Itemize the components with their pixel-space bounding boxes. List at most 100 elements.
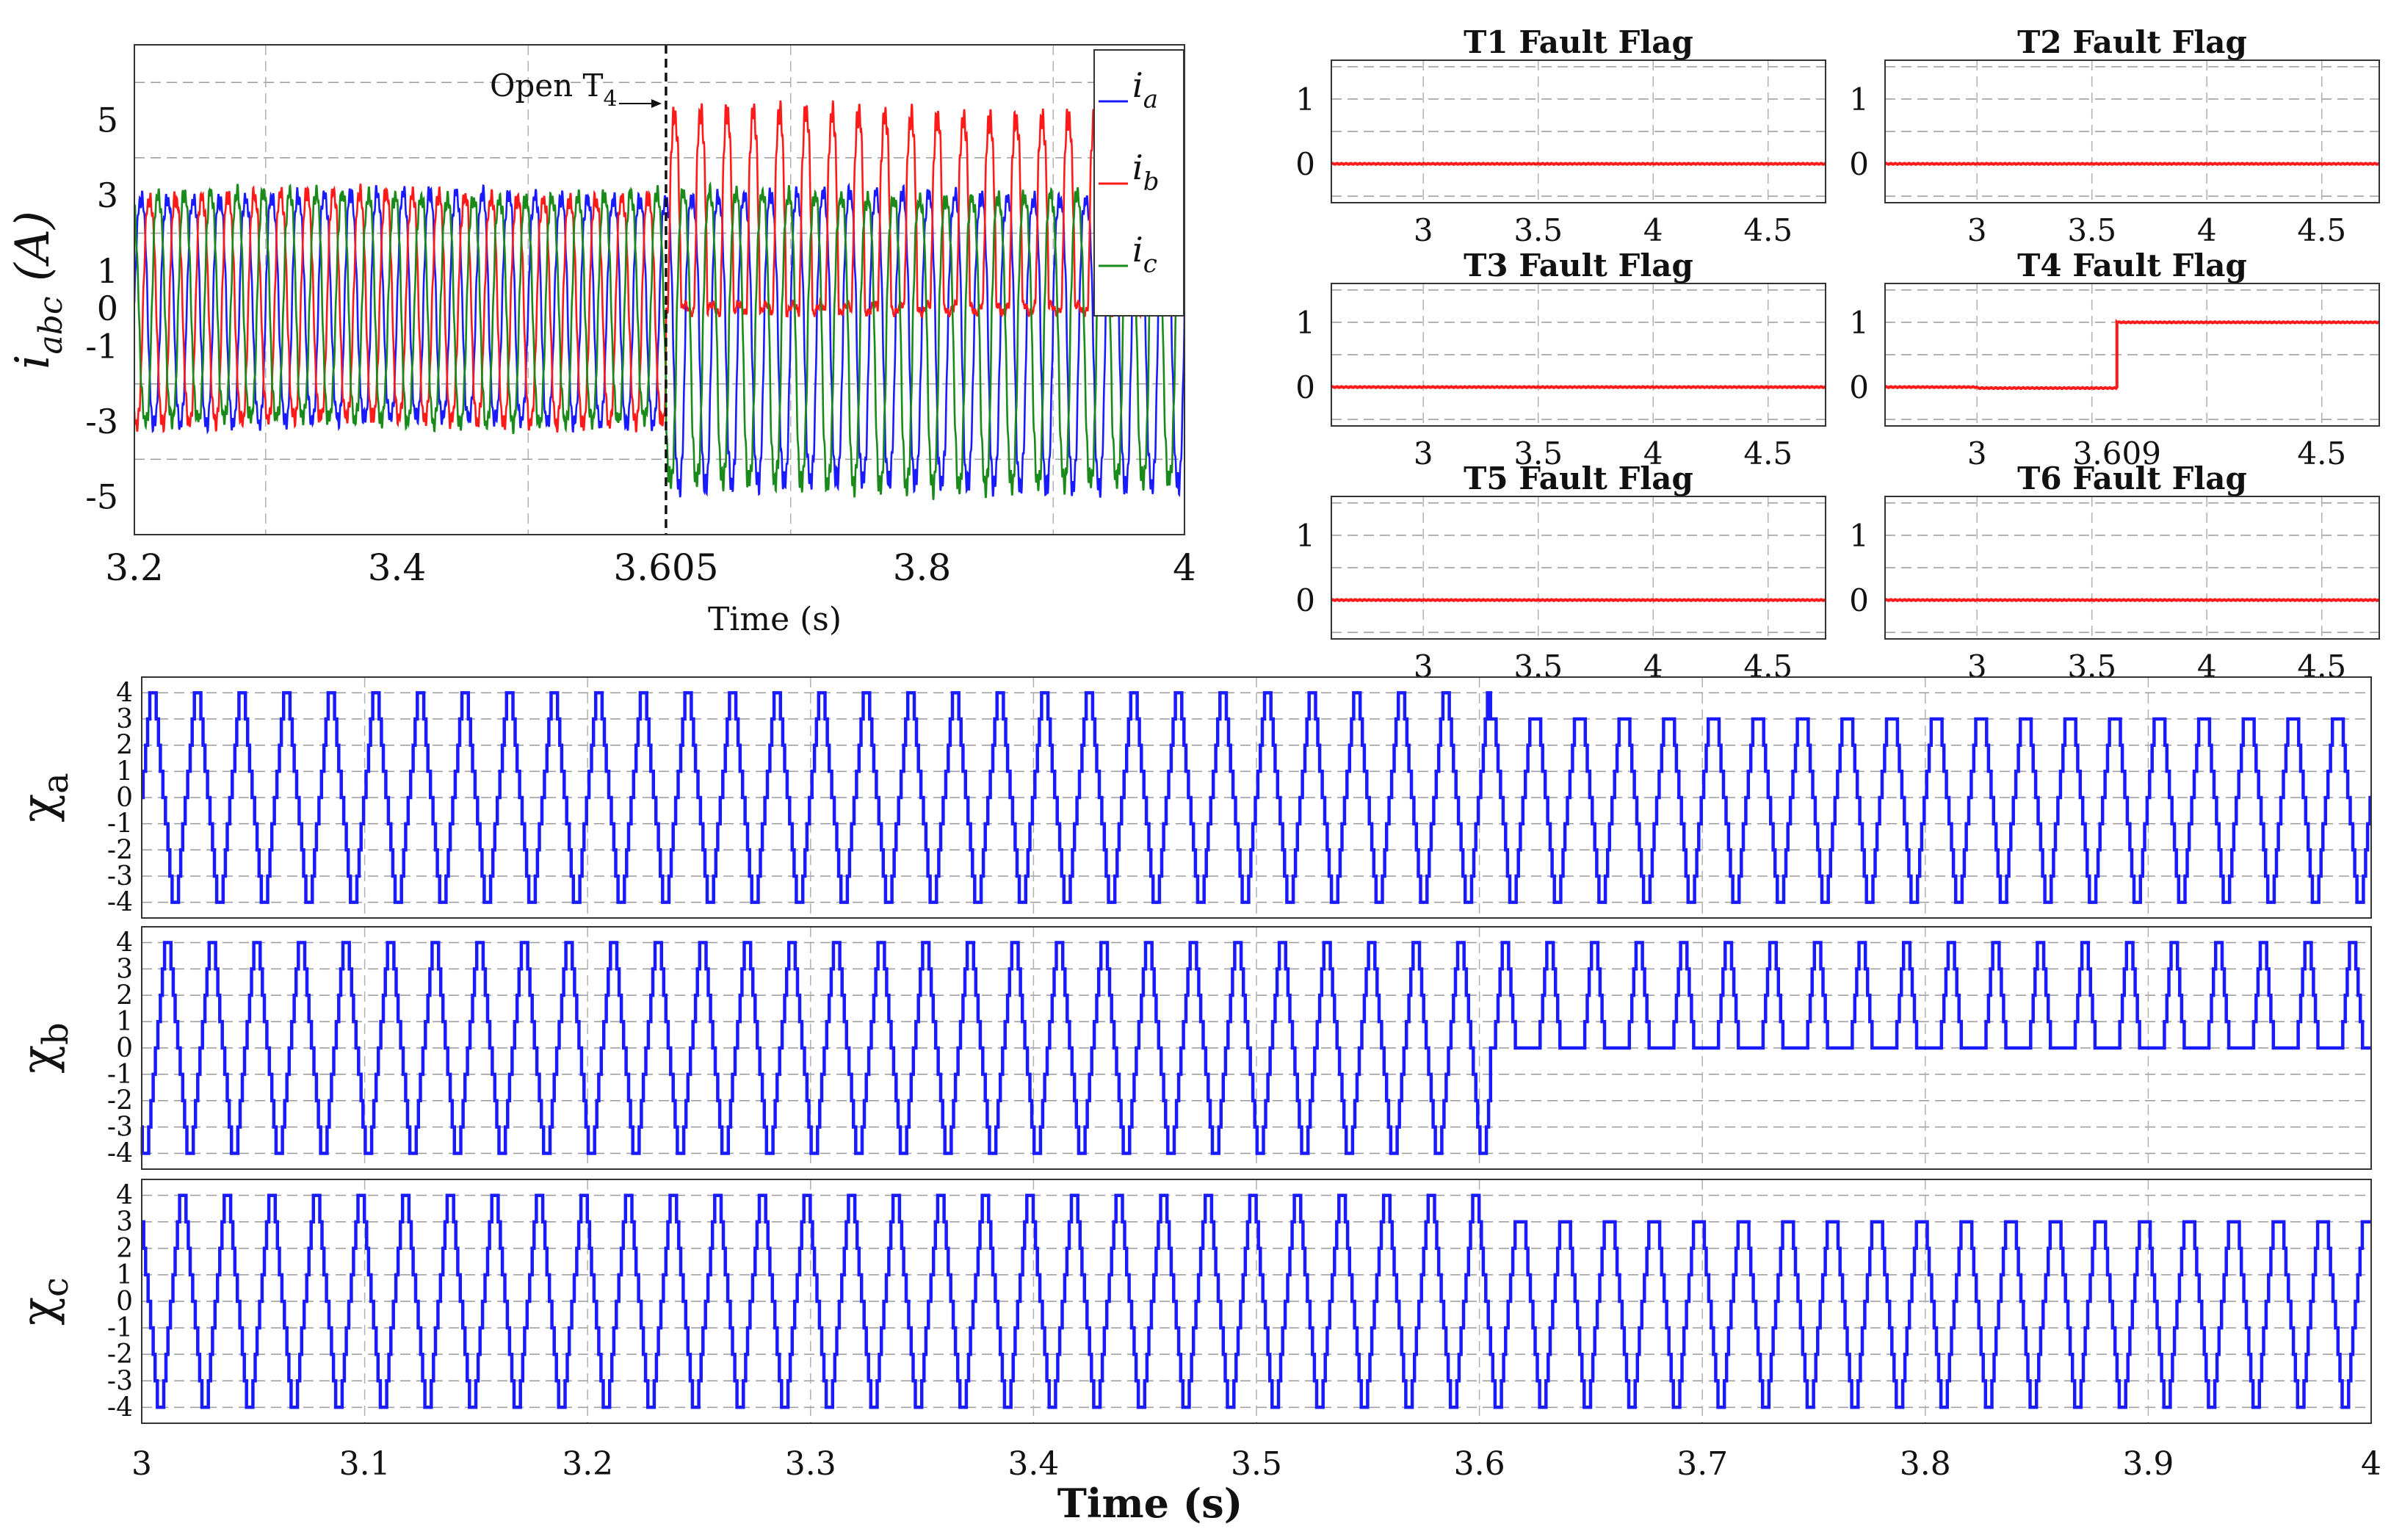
legend-label-ib-sub: b [1143,167,1160,197]
chi-ytick-a-4: 0 [116,783,133,813]
chi-xtick-0: 3 [131,1445,152,1483]
series-ic-line [134,181,1184,500]
chi-ytick-b-8: -4 [107,1138,133,1168]
flag-ytick-4-0: 1 [1849,305,1869,341]
currents-ylabel-main: i [6,355,60,369]
currents-ytick-1: 3 [97,176,118,215]
chi-ylabel-c: χc [12,1277,76,1326]
flag-frame-3 [1331,283,1826,427]
flag-ytick-4-1: 0 [1849,369,1869,405]
chi-ytick-c-0: 4 [116,1181,133,1211]
flag-frame-5 [1331,496,1826,640]
currents-ytick-5: -3 [85,402,118,441]
flag-ytick-2-1: 0 [1849,146,1869,182]
flag-xtick-4-1: 3.609 [2073,435,2161,471]
chi-ytick-c-5: -1 [107,1313,133,1343]
chi-ytick-a-3: 1 [116,756,133,787]
flag-title-1: T1 Fault Flag [1464,24,1693,60]
chi-ytick-c-8: -4 [107,1392,133,1422]
chi-signal-b [140,941,2371,1155]
chi-xtick-10: 4 [2361,1445,2381,1483]
chi-ytick-c-7: -3 [107,1366,133,1396]
chi-ytick-c-3: 1 [116,1260,133,1290]
chi-ytick-b-0: 4 [116,928,133,958]
chi-signal-c [142,1193,2371,1409]
legend-label-ia-main: i [1132,65,1143,105]
flag-signal-5 [1331,598,1826,603]
currents-ylabel-unit: (A) [6,211,60,297]
flag-signal-4 [1884,319,2380,391]
flag-frame-1 [1331,59,1826,203]
chi-xtick-4: 3.4 [1008,1445,1059,1483]
chi-ytick-b-7: -3 [107,1113,133,1143]
flag-ytick-2-0: 1 [1849,82,1869,118]
chi-xtick-6: 3.6 [1454,1445,1505,1483]
flag-ytick-6-1: 0 [1849,582,1869,618]
legend-label-ia: ia [1132,65,1158,115]
flag-signal-6 [1884,598,2380,603]
flag-ytick-1-1: 0 [1295,146,1315,182]
flag-xtick-4-2: 4.5 [2297,435,2346,471]
legend-label-ic: ic [1132,230,1157,279]
flag-title-4: T4 Fault Flag [2017,247,2247,283]
chi-xtick-3: 3.3 [785,1445,836,1483]
chi-frame-b [141,926,2372,1170]
chi-ytick-b-2: 2 [116,980,133,1011]
annotation-open-t4-main: Open T [490,68,604,104]
currents-xtick-1: 3.4 [368,546,427,589]
flag-xtick-1-2: 4 [1643,212,1663,248]
chi-ylabel-main-a: χ [12,794,66,823]
chi-ytick-a-1: 3 [116,704,133,734]
currents-ytick-3: 0 [97,289,118,328]
fault-flag-charts: T1 Fault Flag 1 0 3 3.5 4 4.5 T2 Fault Flag 1 0 3 3… [1295,24,2380,684]
flag-panel-1: T1 Fault Flag 1 0 3 3.5 4 4.5 [1295,24,1826,248]
flag-ytick-5-1: 0 [1295,582,1315,618]
flag-title-6: T6 Fault Flag [2017,460,2247,496]
currents-xtick-3: 3.8 [893,546,952,589]
legend-label-ib: ib [1132,148,1159,197]
chi-xlabel: Time (s) [1057,1480,1243,1527]
chi-ylabel-sub-a: a [35,773,76,794]
chi-ytick-a-7: -3 [107,861,133,892]
flag-xtick-2-2: 4 [2197,212,2217,248]
chi-xtick-1: 3.1 [339,1445,391,1483]
chi-ytick-a-0: 4 [116,678,133,708]
legend-label-ic-main: i [1132,230,1143,270]
flag-xtick-3-1: 3.5 [1513,435,1563,471]
chi-ylabel-a: χa [12,773,76,822]
flag-xtick-2-0: 3 [1967,212,1987,248]
chi-ytick-b-4: 0 [116,1033,133,1063]
legend-label-ia-sub: a [1143,85,1158,115]
chi-ytick-b-3: 1 [116,1007,133,1037]
legend-label-ic-sub: c [1143,250,1157,279]
flag-xtick-1-3: 4.5 [1743,212,1793,248]
flag-ytick-6-0: 1 [1849,518,1869,554]
flag-frame-6 [1884,496,2380,640]
chi-charts: 43210-1-2-3-4χa43210-1-2-3-4χb43210-1-2-… [12,676,2381,1527]
flag-xtick-2-1: 3.5 [2067,212,2116,248]
flag-panel-4: T4 Fault Flag 1 0 3 3.609 4.5 [1849,247,2380,471]
flag-title-2: T2 Fault Flag [2017,24,2247,60]
currents-ytick-0: 5 [97,101,118,140]
chi-frame-c [141,1179,2372,1424]
currents-xtick-2: 3.605 [613,546,718,589]
series-ib-line [134,100,1184,433]
chi-ytick-a-6: -2 [107,835,133,865]
currents-ytick-2: 1 [97,251,118,291]
flag-signal-1 [1331,162,1826,167]
flag-ytick-3-1: 0 [1295,369,1315,405]
flag-frame-2 [1884,59,2380,203]
chi-ylabel-sub-b: b [35,1022,76,1045]
flag-signal-3 [1331,385,1826,390]
chi-ytick-c-2: 2 [116,1234,133,1264]
flag-xtick-1-1: 3.5 [1513,212,1563,248]
chi-xtick-2: 3.2 [562,1445,613,1483]
currents-xlabel: Time (s) [708,601,842,638]
chi-ylabel-b: χb [12,1022,76,1074]
